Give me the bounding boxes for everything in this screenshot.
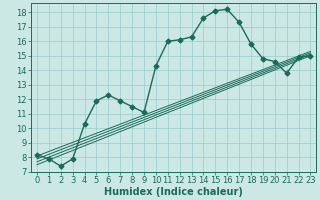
X-axis label: Humidex (Indice chaleur): Humidex (Indice chaleur): [104, 187, 243, 197]
